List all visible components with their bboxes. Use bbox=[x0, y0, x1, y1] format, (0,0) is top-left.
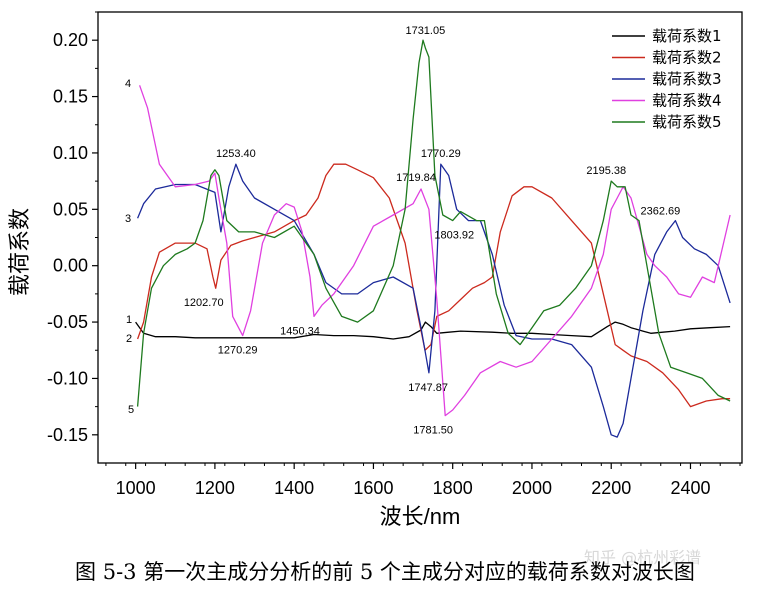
x-tick-label: 1800 bbox=[433, 478, 473, 498]
peak-label: 1781.50 bbox=[413, 425, 453, 437]
legend: 载荷系数1 载荷系数2 载荷系数3 载荷系数4 载荷系数5 bbox=[612, 27, 722, 131]
plot-frame bbox=[97, 11, 743, 464]
peak-label: 1747.87 bbox=[408, 382, 448, 394]
peak-label: 1770.29 bbox=[421, 148, 461, 160]
legend-entry: 载荷系数2 bbox=[652, 49, 722, 67]
peak-annotations: 1731.05 1253.40 1770.29 1719.84 2195.38 2362.… bbox=[125, 25, 680, 436]
x-tick-label: 1600 bbox=[353, 478, 393, 498]
series-line-5 bbox=[136, 39, 731, 407]
series-number-label: 1 bbox=[126, 314, 132, 326]
peak-label: 1202.70 bbox=[184, 297, 224, 309]
legend-entry: 载荷系数1 bbox=[652, 27, 722, 45]
series-number-label: 5 bbox=[128, 404, 134, 416]
y-tick-label: 0.05 bbox=[53, 199, 88, 219]
axis-ticks: 0.20 0.15 0.10 0.05 0.00 -0.05 -0.10 -0.15 1000 1… bbox=[47, 11, 741, 498]
y-tick-label: 0.10 bbox=[53, 143, 88, 163]
series-number-label: 4 bbox=[125, 78, 131, 90]
x-tick-label: 2000 bbox=[512, 478, 552, 498]
y-tick-label: -0.15 bbox=[47, 425, 88, 445]
peak-label: 1450.34 bbox=[280, 325, 320, 337]
peak-label: 1731.05 bbox=[405, 25, 445, 37]
legend-entry: 载荷系数5 bbox=[652, 113, 722, 131]
series-number-label: 2 bbox=[126, 333, 132, 345]
x-axis-title: 波长/nm bbox=[380, 504, 461, 529]
series-number-label: 3 bbox=[125, 213, 131, 225]
y-axis-title: 载荷系数 bbox=[8, 208, 33, 296]
legend-entry: 载荷系数4 bbox=[652, 92, 722, 110]
series-line-4 bbox=[138, 85, 731, 417]
y-tick-label: -0.05 bbox=[47, 312, 88, 332]
series-line-3 bbox=[136, 163, 731, 438]
figure-caption: 图 5-3 第一次主成分分析的前 5 个主成分对应的载荷系数对波长图 bbox=[75, 560, 695, 584]
x-tick-label: 1000 bbox=[116, 478, 156, 498]
series-lines bbox=[135, 39, 731, 438]
y-tick-label: -0.10 bbox=[47, 368, 88, 388]
y-tick-label: 0.15 bbox=[53, 87, 88, 107]
x-tick-label: 2200 bbox=[591, 478, 631, 498]
peak-label: 1253.40 bbox=[216, 148, 256, 160]
peak-label: 2195.38 bbox=[586, 165, 626, 177]
legend-entry: 载荷系数3 bbox=[652, 70, 722, 88]
x-tick-label: 2400 bbox=[670, 478, 710, 498]
peak-label: 2362.69 bbox=[641, 206, 681, 218]
watermark: 知乎 @杭州彩谱 bbox=[584, 548, 702, 567]
peak-label: 1270.29 bbox=[218, 345, 258, 357]
y-tick-label: 0.00 bbox=[53, 256, 88, 276]
peak-label: 1803.92 bbox=[434, 230, 474, 242]
y-tick-label: 0.20 bbox=[53, 30, 88, 50]
x-tick-label: 1400 bbox=[274, 478, 314, 498]
x-tick-label: 1200 bbox=[195, 478, 235, 498]
peak-label: 1719.84 bbox=[396, 172, 436, 184]
